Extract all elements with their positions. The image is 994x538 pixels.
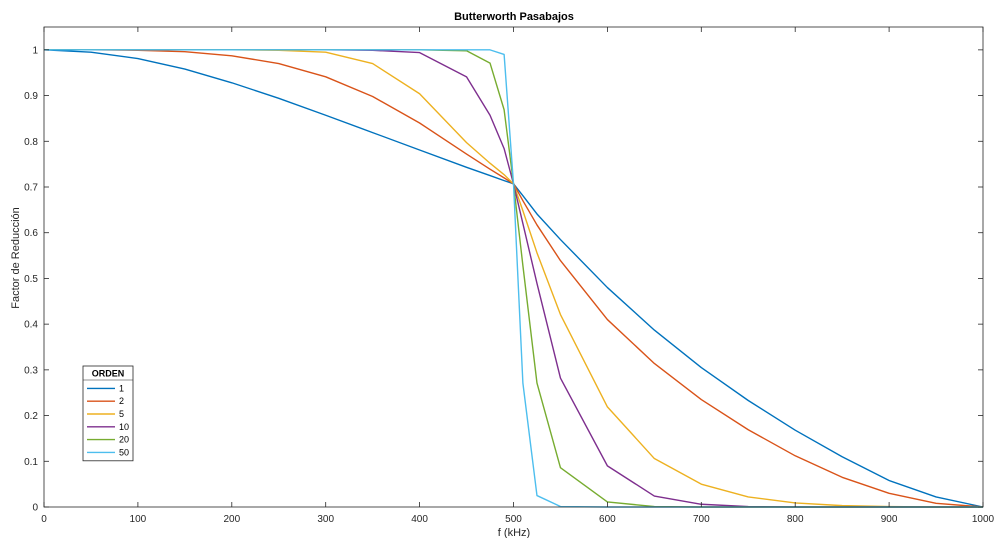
y-tick-label: 1	[32, 45, 38, 56]
x-tick-label: 800	[787, 514, 804, 525]
series-line-orden-50	[44, 49, 983, 508]
series-line-orden-10	[44, 49, 983, 508]
x-axis-label: f (kHz)	[498, 527, 530, 538]
series-line-orden-5	[44, 49, 983, 508]
legend-title: ORDEN	[92, 369, 125, 379]
legend-entry-label: 50	[119, 447, 129, 457]
legend-entry-label: 1	[119, 383, 124, 393]
y-tick-label: 0.6	[24, 228, 38, 239]
legend-entry-label: 2	[119, 396, 124, 406]
y-tick-label: 0.5	[24, 274, 38, 285]
y-tick-label: 0.9	[24, 91, 38, 102]
x-tick-label: 700	[693, 514, 710, 525]
x-tick-label: 1000	[972, 514, 994, 525]
y-axis-label: Factor de Reducción	[10, 207, 22, 309]
x-tick-label: 600	[599, 514, 616, 525]
y-tick-label: 0.4	[24, 320, 38, 331]
x-tick-label: 100	[130, 514, 147, 525]
x-tick-label: 500	[505, 514, 522, 525]
series-line-orden-2	[44, 49, 984, 508]
legend: ORDEN 1 2 5 10 20 50	[82, 365, 134, 462]
y-tick-label: 0.8	[24, 137, 38, 148]
x-tick-label: 900	[881, 514, 898, 525]
y-tick-label: 0.1	[24, 457, 38, 468]
y-tick-label: 0.7	[24, 183, 38, 194]
series-line-orden-20	[44, 49, 983, 508]
legend-entry-label: 20	[119, 435, 129, 445]
y-tick-label: 0.2	[24, 411, 38, 422]
legend-entry-label: 5	[119, 409, 124, 419]
y-tick-label: 0	[32, 503, 38, 514]
x-tick-label: 400	[411, 514, 428, 525]
plot-frame	[43, 26, 984, 508]
chart-title: Butterworth Pasabajos	[454, 11, 574, 23]
series-layer	[43, 49, 984, 508]
legend-entry-label: 10	[119, 422, 129, 432]
x-tick-label: 200	[223, 514, 240, 525]
series-line-orden-1	[43, 49, 984, 508]
x-tick-label: 300	[317, 514, 334, 525]
y-tick-label: 0.3	[24, 365, 38, 376]
x-tick-label: 0	[41, 514, 47, 525]
axes-layer: 0 100 200 300 400 500 600 700 800 900 1000 0 0.1 0.2 0…	[24, 26, 994, 525]
